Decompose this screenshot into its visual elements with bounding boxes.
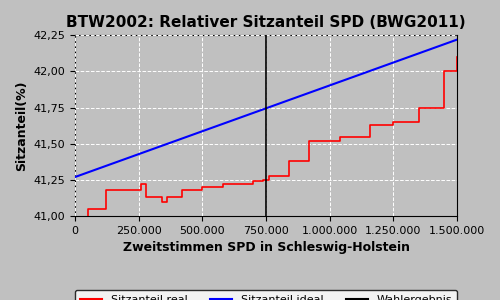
Y-axis label: Sitzanteil(%): Sitzanteil(%) (15, 80, 28, 171)
X-axis label: Zweitstimmen SPD in Schleswig-Holstein: Zweitstimmen SPD in Schleswig-Holstein (122, 241, 410, 254)
Title: BTW2002: Relativer Sitzanteil SPD (BWG2011): BTW2002: Relativer Sitzanteil SPD (BWG20… (66, 15, 466, 30)
Legend: Sitzanteil real, Sitzanteil ideal, Wahlergebnis: Sitzanteil real, Sitzanteil ideal, Wahle… (75, 290, 457, 300)
